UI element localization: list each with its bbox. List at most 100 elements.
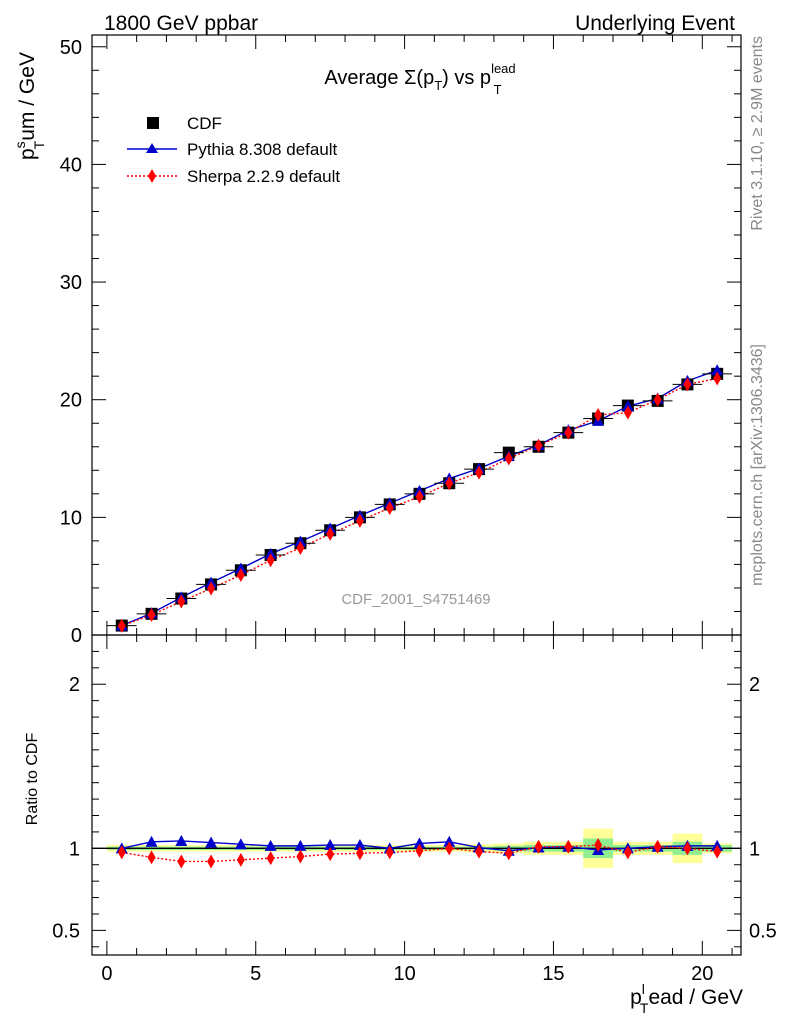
rivet-version-text: Rivet 3.1.10, ≥ 2.9M events [749,36,766,231]
x-tick-label: 0 [101,963,112,985]
ratio-y-tick-label-right: 1 [749,838,760,860]
sherpa-point [296,540,305,555]
legend-marker-cdf [147,117,159,129]
x-tick-label: 10 [393,963,415,985]
sherpa-point [326,526,335,541]
ratio-panel: 0 5 10 15 20 0.5 0.5 1 1 2 2 [52,634,777,985]
legend-marker-sherpa [148,169,156,183]
ratio-y-tick-label: 2 [69,674,80,696]
y-tick-label: 10 [60,507,82,529]
ratio-pythia-point [413,837,426,849]
main-plot-title: Average Σ(pT) vs plead T [324,61,515,97]
ratio-y-tick-label: 0.5 [52,920,80,942]
mcplots-text: mcplots.cern.ch [arXiv:1306.3436] [749,344,766,586]
ratio-sherpa-point [564,839,573,854]
legend-marker-pythia [146,143,158,153]
main-y-axis-label: ps Tum / GeV [12,52,47,160]
ratio-sherpa-point [594,838,603,853]
ratio-pythia-point [175,834,188,846]
x-tick-label: 20 [691,963,713,985]
sherpa-point [475,465,484,480]
ratio-sherpa-point [713,844,722,859]
ratio-pythia-point [443,835,456,847]
sherpa-point [683,377,692,392]
xlabel-rest: ead / GeV [648,986,743,1009]
ratio-sherpa-point [117,845,126,860]
ratio-sherpa-point [177,854,186,869]
ratio-sherpa-point [653,839,662,854]
sherpa-point [117,618,126,633]
legend-label-sherpa: Sherpa 2.2.9 default [187,167,340,186]
title-part-sub2: T [494,82,502,97]
legend: CDF Pythia 8.308 default Sherpa 2.2.9 de… [127,114,340,186]
y-tick-label: 20 [60,390,82,412]
ratio-y-tick-label: 1 [69,838,80,860]
sherpa-point [564,425,573,440]
ratio-sherpa-point [683,841,692,856]
main-data-layer [106,364,733,633]
ratio-pythia-point [264,839,277,851]
sherpa-point [236,568,245,582]
ratio-y-axis-label: Ratio to CDF [24,733,41,826]
sherpa-point [594,408,603,422]
ratio-sherpa-point [355,846,364,861]
ratio-data-layer [115,834,724,869]
ratio-sherpa-point [445,841,454,856]
x-axis-label: pl Tead / GeV [630,981,743,1016]
main-panel: 0 10 20 30 40 50 [60,34,742,647]
title-part-mid: ) vs p [442,67,491,89]
sherpa-point [653,392,662,407]
x-tick-label: 5 [250,963,261,985]
ratio-sherpa-point [385,845,394,860]
ratio-sherpa-point [415,843,424,858]
ratio-sherpa-point [534,839,543,854]
ratio-sherpa-point [296,849,305,864]
ratio-sherpa-point [266,851,275,866]
ratio-sherpa-point [326,847,335,862]
ylabel-main: p [16,148,39,160]
ratio-y-tick-label-right: 0.5 [749,920,777,942]
sherpa-point [177,594,186,609]
ratio-sherpa-point [475,844,484,859]
title-part-sub1: T [434,78,442,93]
sherpa-point [385,500,394,515]
title-part-sup: lead [491,61,516,76]
header-right: Underlying Event [575,12,735,35]
ratio-pythia-point [205,836,218,848]
ratio-sherpa-point [147,850,156,865]
sherpa-point [415,489,424,504]
ratio-sherpa-point [623,845,632,860]
sherpa-point [147,608,156,622]
sherpa-point [534,438,543,453]
ratio-pythia-point [353,839,366,851]
y-tick-label: 30 [60,272,82,294]
ratio-pythia-point [294,839,307,851]
ratio-pythia-point [145,835,158,847]
y-tick-label: 0 [71,625,82,647]
header-left: 1800 GeV ppbar [104,12,258,35]
ratio-sherpa-point [207,854,216,869]
sherpa-point [355,513,364,528]
sherpa-point [623,405,632,420]
ylabel-sup: s [12,141,28,148]
sherpa-point [504,451,513,466]
pythia-point [711,364,724,376]
ratio-sherpa-point [236,852,245,867]
ratio-sherpa-point [504,846,513,861]
ratio-frame [91,634,742,956]
ratio-pythia-point [324,839,337,851]
ylabel-sub: T [31,140,47,149]
xlabel-main: p [630,986,642,1009]
x-tick-label: 15 [542,963,564,985]
y-tick-label: 50 [60,37,82,59]
ratio-pythia-point [234,838,247,850]
sherpa-point [713,371,722,386]
sherpa-point [266,553,275,568]
sherpa-point [207,581,216,596]
y-tick-label: 40 [60,154,82,176]
legend-label-pythia: Pythia 8.308 default [187,140,338,159]
analysis-id-label: CDF_2001_S4751469 [341,591,490,608]
xlabel-sup: l [642,981,645,997]
xlabel-sub: T [640,1000,649,1016]
